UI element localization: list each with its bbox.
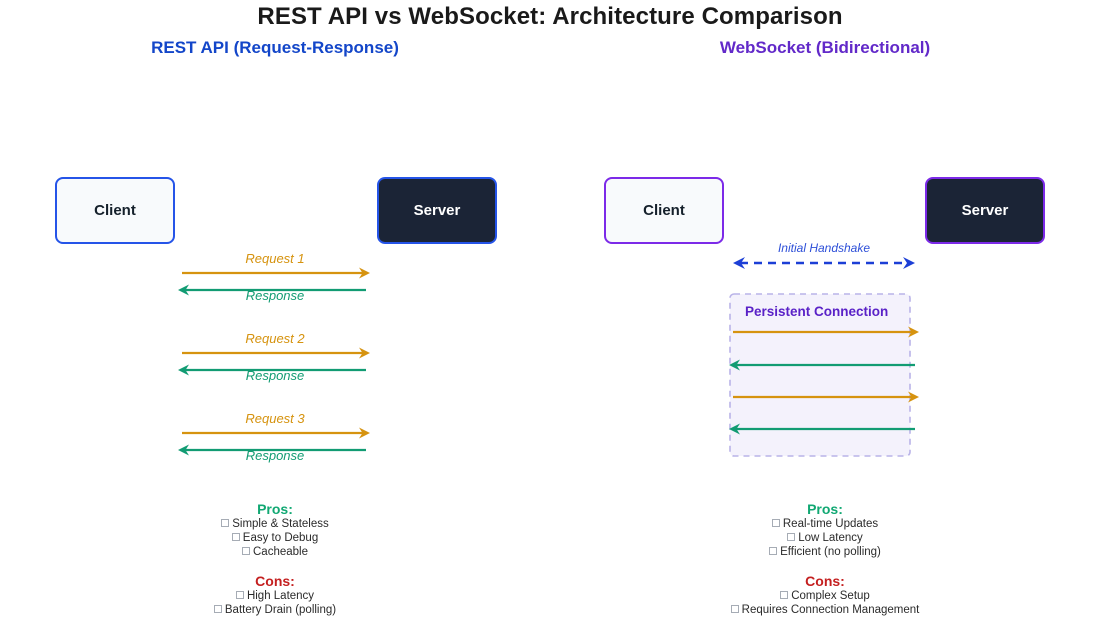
svg-text:Request 1: Request 1	[245, 251, 304, 266]
svg-text:Request 3: Request 3	[245, 411, 305, 426]
svg-text:Request 2: Request 2	[245, 331, 305, 346]
svg-text:Response: Response	[246, 368, 305, 383]
svg-text:Response: Response	[246, 448, 305, 463]
svg-text:Initial Handshake: Initial Handshake	[778, 241, 870, 255]
svg-text:Response: Response	[246, 288, 305, 303]
svg-text:Persistent Connection: Persistent Connection	[745, 304, 888, 319]
